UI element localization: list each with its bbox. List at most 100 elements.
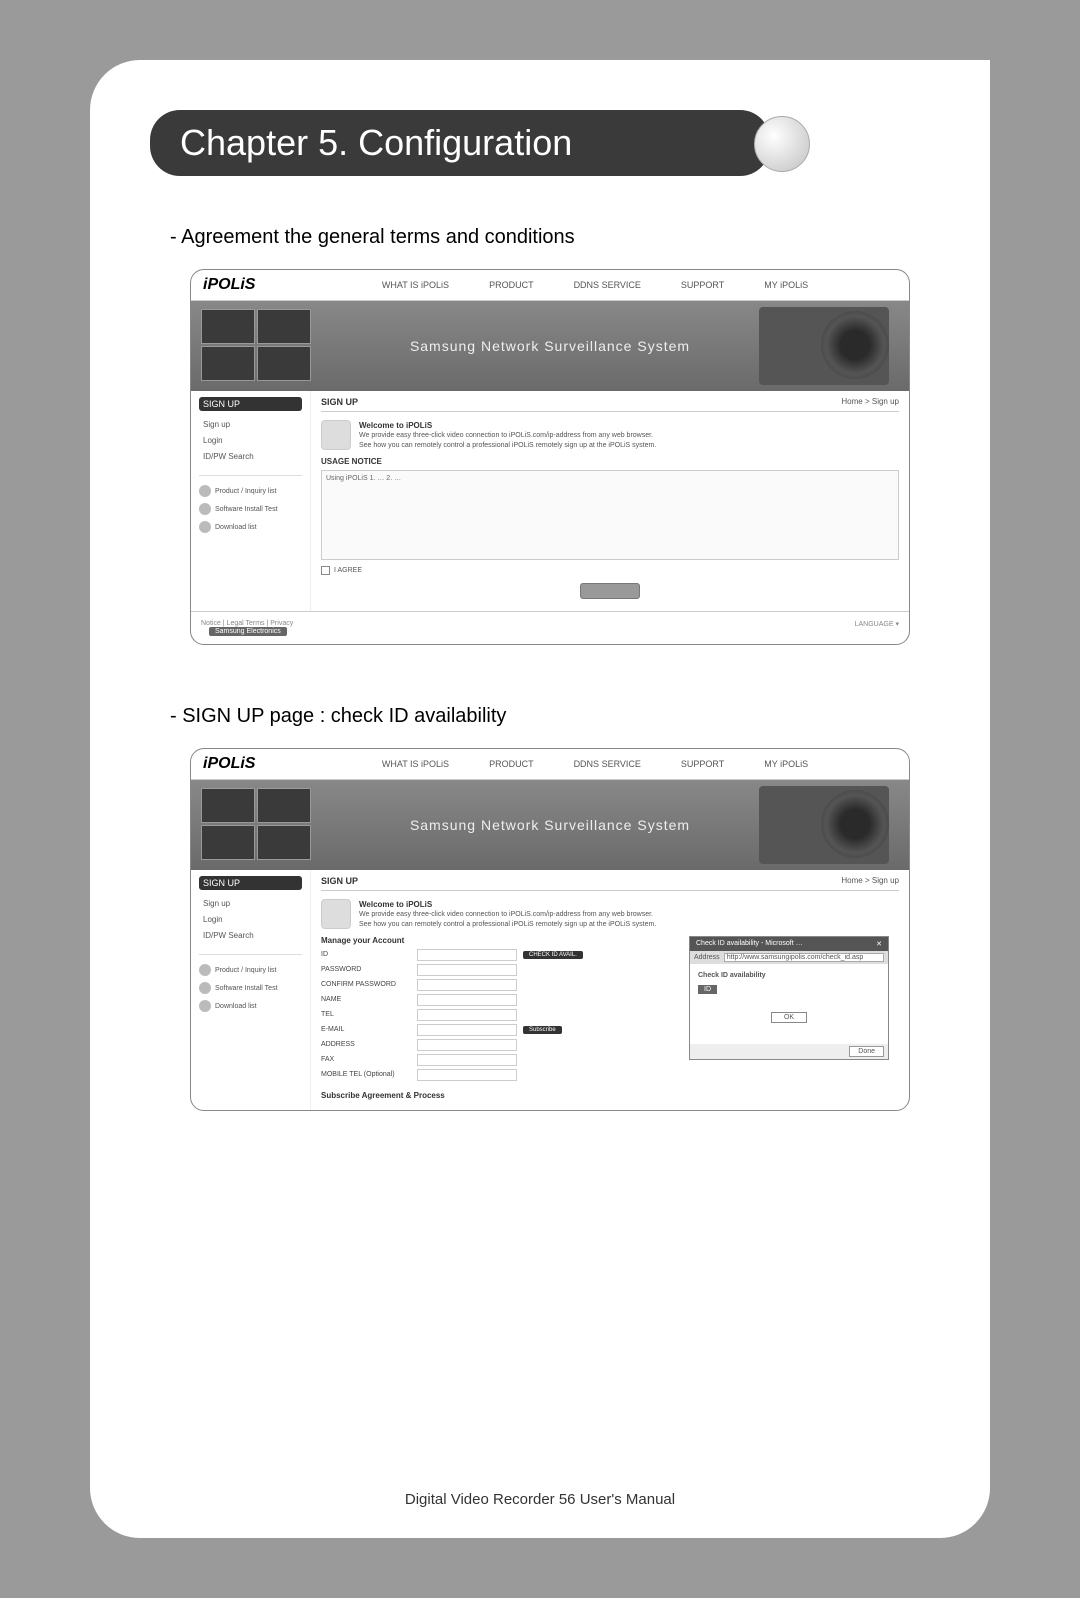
password-input[interactable]	[417, 964, 517, 976]
check-id-button[interactable]: CHECK ID AVAIL.	[523, 951, 583, 959]
welcome-text: Welcome to iPOLiS We provide easy three-…	[359, 420, 899, 451]
popup-titlebar: Check ID availability - Microsoft … ✕	[690, 937, 888, 951]
screenshot-footer: Notice | Legal Terms | Privacy Samsung E…	[191, 611, 909, 644]
popup-url[interactable]: http://www.samsungipolis.com/check_id.as…	[724, 953, 884, 962]
welcome-text: Welcome to iPOLiS We provide easy three-…	[359, 899, 899, 930]
sidebar-group-item[interactable]: Software Install Test	[199, 500, 302, 518]
ipolis-logo: iPOLiS	[203, 276, 293, 294]
nav-item[interactable]: SUPPORT	[681, 280, 724, 290]
main-content: SIGN UP Home > Sign up Welcome to iPOLiS…	[311, 870, 909, 1110]
welcome-line: We provide easy three-click video connec…	[359, 910, 899, 920]
sidebar-group: Product / Inquiry list Software Install …	[199, 475, 302, 536]
welcome-icon	[321, 899, 351, 929]
welcome-title: Welcome to iPOLiS	[359, 899, 899, 910]
id-input[interactable]	[417, 949, 517, 961]
welcome-block: Welcome to iPOLiS We provide easy three-…	[321, 899, 899, 930]
welcome-block: Welcome to iPOLiS We provide easy three-…	[321, 420, 899, 451]
banner-text: Samsung Network Surveillance System	[410, 338, 690, 354]
ipolis-logo: iPOLiS	[203, 755, 293, 773]
popup-body-title: Check ID availability	[698, 972, 880, 979]
nav-item[interactable]: SUPPORT	[681, 759, 724, 769]
banner-monitors-graphic	[201, 788, 311, 860]
welcome-title: Welcome to iPOLiS	[359, 420, 899, 431]
subscribe-label: Subscribe Agreement & Process	[321, 1091, 899, 1100]
screenshot-agreement: iPOLiS WHAT IS iPOLiS PRODUCT DDNS SERVI…	[190, 269, 910, 645]
welcome-line: We provide easy three-click video connec…	[359, 431, 899, 441]
banner-lens-graphic	[821, 311, 889, 379]
page-footer: Digital Video Recorder 56 User's Manual	[90, 1491, 990, 1508]
check-id-popup: Check ID availability - Microsoft … ✕ Ad…	[689, 936, 889, 1060]
sidebar-item[interactable]: ID/PW Search	[199, 928, 302, 944]
footer-language[interactable]: LANGUAGE ▾	[855, 620, 899, 636]
sidebar-item[interactable]: Sign up	[199, 417, 302, 433]
popup-statusbar: Done	[690, 1044, 888, 1059]
sidebar-group-item[interactable]: Product / Inquiry list	[199, 482, 302, 500]
sidebar-item[interactable]: Sign up	[199, 896, 302, 912]
main-title: SIGN UP	[321, 397, 358, 407]
close-icon[interactable]: ✕	[876, 940, 882, 948]
popup-body: Check ID availability ID OK	[690, 964, 888, 1044]
nav-item[interactable]: DDNS SERVICE	[574, 759, 641, 769]
terms-textarea[interactable]: Using iPOLiS 1. … 2. …	[321, 470, 899, 560]
mobile-input[interactable]	[417, 1069, 517, 1081]
top-nav: WHAT IS iPOLiS PRODUCT DDNS SERVICE SUPP…	[293, 280, 897, 290]
confirm-password-input[interactable]	[417, 979, 517, 991]
welcome-line: See how you can remotely control a profe…	[359, 441, 899, 451]
popup-id-label: ID	[698, 985, 717, 994]
hero-banner: Samsung Network Surveillance System	[191, 780, 909, 870]
nav-item[interactable]: WHAT IS iPOLiS	[382, 280, 449, 290]
sidebar-group: Product / Inquiry list Software Install …	[199, 954, 302, 1015]
fax-input[interactable]	[417, 1054, 517, 1066]
banner-monitors-graphic	[201, 309, 311, 381]
screenshot-signup: iPOLiS WHAT IS iPOLiS PRODUCT DDNS SERVI…	[190, 748, 910, 1111]
submit-row	[321, 583, 899, 601]
sidebar-group-item[interactable]: Product / Inquiry list	[199, 961, 302, 979]
agree-checkbox[interactable]	[321, 566, 330, 575]
email-button[interactable]: Subscribe	[523, 1026, 562, 1034]
sidebar-item[interactable]: ID/PW Search	[199, 449, 302, 465]
popup-ok-button[interactable]: OK	[771, 1012, 807, 1023]
nav-item[interactable]: MY iPOLiS	[764, 759, 808, 769]
main-title: SIGN UP	[321, 876, 358, 886]
screenshot-body: SIGN UP Sign up Login ID/PW Search Produ…	[191, 391, 909, 611]
chapter-decoration-circle	[754, 116, 810, 172]
popup-title: Check ID availability - Microsoft …	[696, 940, 803, 948]
popup-done-icon: Done	[849, 1046, 884, 1057]
popup-address-bar: Address http://www.samsungipolis.com/che…	[690, 951, 888, 964]
welcome-icon	[321, 420, 351, 450]
nav-item[interactable]: PRODUCT	[489, 759, 534, 769]
banner-lens-graphic	[821, 790, 889, 858]
submit-button[interactable]	[580, 583, 640, 599]
nav-item[interactable]: DDNS SERVICE	[574, 280, 641, 290]
screenshot-nav-bar: iPOLiS WHAT IS iPOLiS PRODUCT DDNS SERVI…	[191, 270, 909, 301]
welcome-line: See how you can remotely control a profe…	[359, 920, 899, 930]
sidebar-title: SIGN UP	[199, 876, 302, 890]
nav-item[interactable]: MY iPOLiS	[764, 280, 808, 290]
agree-label: I AGREE	[334, 567, 362, 574]
address-input[interactable]	[417, 1039, 517, 1051]
nav-item[interactable]: PRODUCT	[489, 280, 534, 290]
agree-row: I AGREE	[321, 566, 899, 575]
main-header: SIGN UP Home > Sign up	[321, 397, 899, 412]
screenshot-nav-bar: iPOLiS WHAT IS iPOLiS PRODUCT DDNS SERVI…	[191, 749, 909, 780]
sidebar: SIGN UP Sign up Login ID/PW Search Produ…	[191, 391, 311, 611]
sidebar-group-item[interactable]: Download list	[199, 997, 302, 1015]
sidebar-group-item[interactable]: Download list	[199, 518, 302, 536]
breadcrumb: Home > Sign up	[841, 397, 899, 407]
nav-item[interactable]: WHAT IS iPOLiS	[382, 759, 449, 769]
breadcrumb: Home > Sign up	[841, 876, 899, 886]
caption-agreement: - Agreement the general terms and condit…	[170, 226, 930, 249]
chapter-title: Chapter 5. Configuration	[150, 110, 770, 176]
sidebar-group-item[interactable]: Software Install Test	[199, 979, 302, 997]
name-input[interactable]	[417, 994, 517, 1006]
sidebar-item[interactable]: Login	[199, 912, 302, 928]
main-content: SIGN UP Home > Sign up Welcome to iPOLiS…	[311, 391, 909, 611]
banner-text: Samsung Network Surveillance System	[410, 817, 690, 833]
tel-input[interactable]	[417, 1009, 517, 1021]
manual-page: Chapter 5. Configuration - Agreement the…	[90, 60, 990, 1538]
email-input[interactable]	[417, 1024, 517, 1036]
sidebar-item[interactable]: Login	[199, 433, 302, 449]
form-row-mobile: MOBILE TEL (Optional)	[321, 1069, 899, 1081]
hero-banner: Samsung Network Surveillance System	[191, 301, 909, 391]
chapter-header: Chapter 5. Configuration	[150, 110, 930, 176]
